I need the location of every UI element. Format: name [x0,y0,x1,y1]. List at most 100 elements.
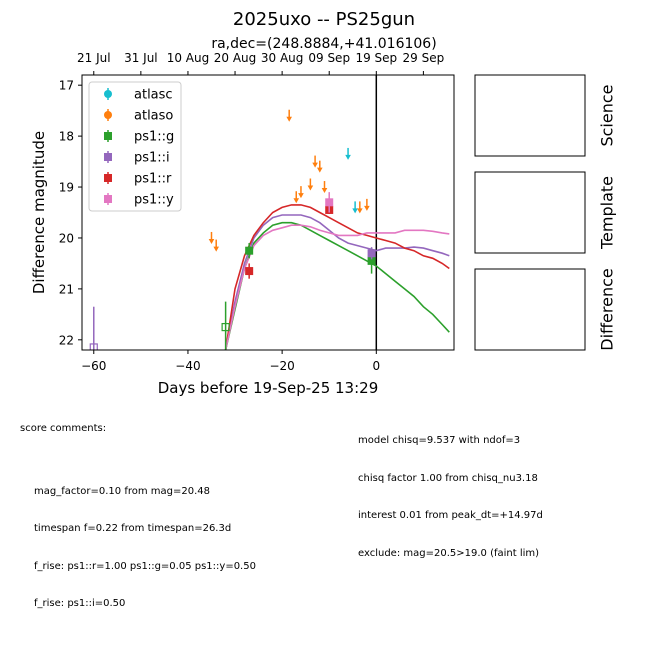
model-line-2: chisq factor 1.00 from chisq_nu3.18 [358,472,538,484]
limit-arrowhead [293,198,300,204]
model-curve-ps1-i [224,214,450,350]
legend-item-atlasc: atlasc [104,88,173,103]
legend-marker [104,132,112,140]
comments-header: score comments: [20,423,107,434]
x-tick-label: −60 [81,359,106,373]
model-line-3: interest 0.01 from peak_dt=+14.97d [358,510,543,521]
legend-label: atlaso [134,109,173,124]
upper-limit-atlaso-1 [213,239,220,252]
plot-area [89,75,450,350]
comment-line-3: f_rise: ps1::r=1.00 ps1::g=0.05 ps1::y=0… [34,560,256,572]
template-image-frame [474,171,586,254]
y-tick-label: 22 [59,333,74,347]
y-tick-label: 18 [59,130,74,144]
panel-difference: Difference [474,268,617,351]
data-point-ps1-y-0 [325,192,334,213]
limit-arrowhead [321,188,328,194]
upper-limit-atlaso-7 [316,160,323,173]
y-tick-label: 21 [59,282,74,296]
chart-subtitle: ra,dec=(248.8884,+41.016106) [211,36,436,52]
upper-limit-atlaso-3 [293,191,300,204]
y-tick-label: 20 [59,231,74,245]
faint-point-ps1-g-0 [221,301,230,350]
upper-limit-atlaso-10 [364,198,370,211]
comment-line-2: timespan f=0.22 from timespan=26.3d [34,523,232,534]
top-tick-label: 30 Aug [261,51,304,65]
limit-arrowhead [286,116,292,122]
legend-item-ps1-r: ps1::r [104,172,172,187]
upper-limit-atlaso-6 [312,155,318,168]
upper-limit-atlaso-2 [286,109,292,122]
limit-arrowhead [316,167,323,173]
difference-image-frame [474,268,586,351]
legend-item-ps1-g: ps1::g [104,130,174,145]
y-tick-label: 17 [59,79,74,93]
model-curve-ps1-g [224,221,450,350]
top-tick-label: 09 Sep [308,51,350,65]
model-line-4: exclude: mag=20.5>19.0 (faint lim) [358,547,540,559]
science-label: Science [598,84,617,146]
limit-arrowhead [298,193,304,199]
limit-arrowhead [345,154,351,160]
top-tick-label: 29 Sep [403,51,445,65]
limit-arrowhead [208,238,215,244]
legend-marker [104,195,112,203]
upper-limit-atlaso-4 [298,186,304,199]
comment-line-4: f_rise: ps1::i=0.50 [34,598,126,609]
limit-arrowhead [312,162,318,168]
comment-line-1: mag_factor=0.10 from mag=20.48 [34,485,211,497]
limit-arrowhead [352,208,358,214]
legend-label: ps1::i [134,151,170,166]
model-curve-ps1-y [224,224,450,350]
upper-limit-atlaso-8 [321,181,328,194]
x-tick-label: −40 [175,359,200,373]
y-tick-label: 19 [59,181,74,195]
data-point-ps1-r-0 [245,263,254,279]
legend-marker [104,153,112,161]
legend-label: ps1::y [134,193,174,208]
marker [245,267,254,276]
plot-frame [81,74,455,351]
marker-open [221,322,230,332]
legend-marker [104,111,112,119]
limit-arrowhead [364,205,370,211]
light-curve-chart: 2025uxo -- PS25gun ra,dec=(248.8884,+41.0… [30,9,617,397]
upper-limit-atlaso-5 [307,178,314,191]
top-tick-label: 31 Jul [124,51,158,65]
legend-item-ps1-y: ps1::y [104,193,174,208]
top-tick-label: 19 Sep [355,51,397,65]
legend-marker [104,174,112,182]
marker [367,256,376,265]
upper-limit-atlaso-0 [208,231,215,244]
upper-limit-atlasc-0 [345,147,351,160]
marker [245,246,254,255]
model-line-1: model chisq=9.537 with ndof=3 [358,435,521,446]
model-curve-ps1-r [224,204,450,350]
x-axis-label: Days before 19-Sep-25 13:29 [158,379,379,397]
x-tick-label: −20 [269,359,294,373]
data-point-ps1-i-0 [367,247,376,260]
marker [325,198,334,207]
legend-label: ps1::r [134,172,172,187]
legend-item-ps1-i: ps1::i [104,151,170,166]
upper-limit-atlaso-9 [357,201,363,214]
legend-marker [104,90,112,98]
difference-label: Difference [598,268,617,350]
panel-science: Science [474,74,617,157]
template-label: Template [598,176,617,250]
legend-label: ps1::g [134,130,174,145]
top-tick-label: 21 Jul [77,51,111,65]
limit-arrowhead [213,246,220,252]
data-point-ps1-g-0 [245,243,254,259]
marker-open [89,343,98,350]
panel-template: Template [474,171,617,254]
upper-limit-atlasc-1 [352,201,358,214]
legend-label: atlasc [134,88,173,103]
top-tick-label: 10 Aug [167,51,210,65]
score-comments: score comments: mag_factor=0.10 from mag… [20,398,256,648]
limit-arrowhead [357,208,363,214]
science-image-frame [474,74,586,157]
top-tick-label: 20 Aug [214,51,257,65]
y-axis-label: Difference magnitude [30,131,48,294]
